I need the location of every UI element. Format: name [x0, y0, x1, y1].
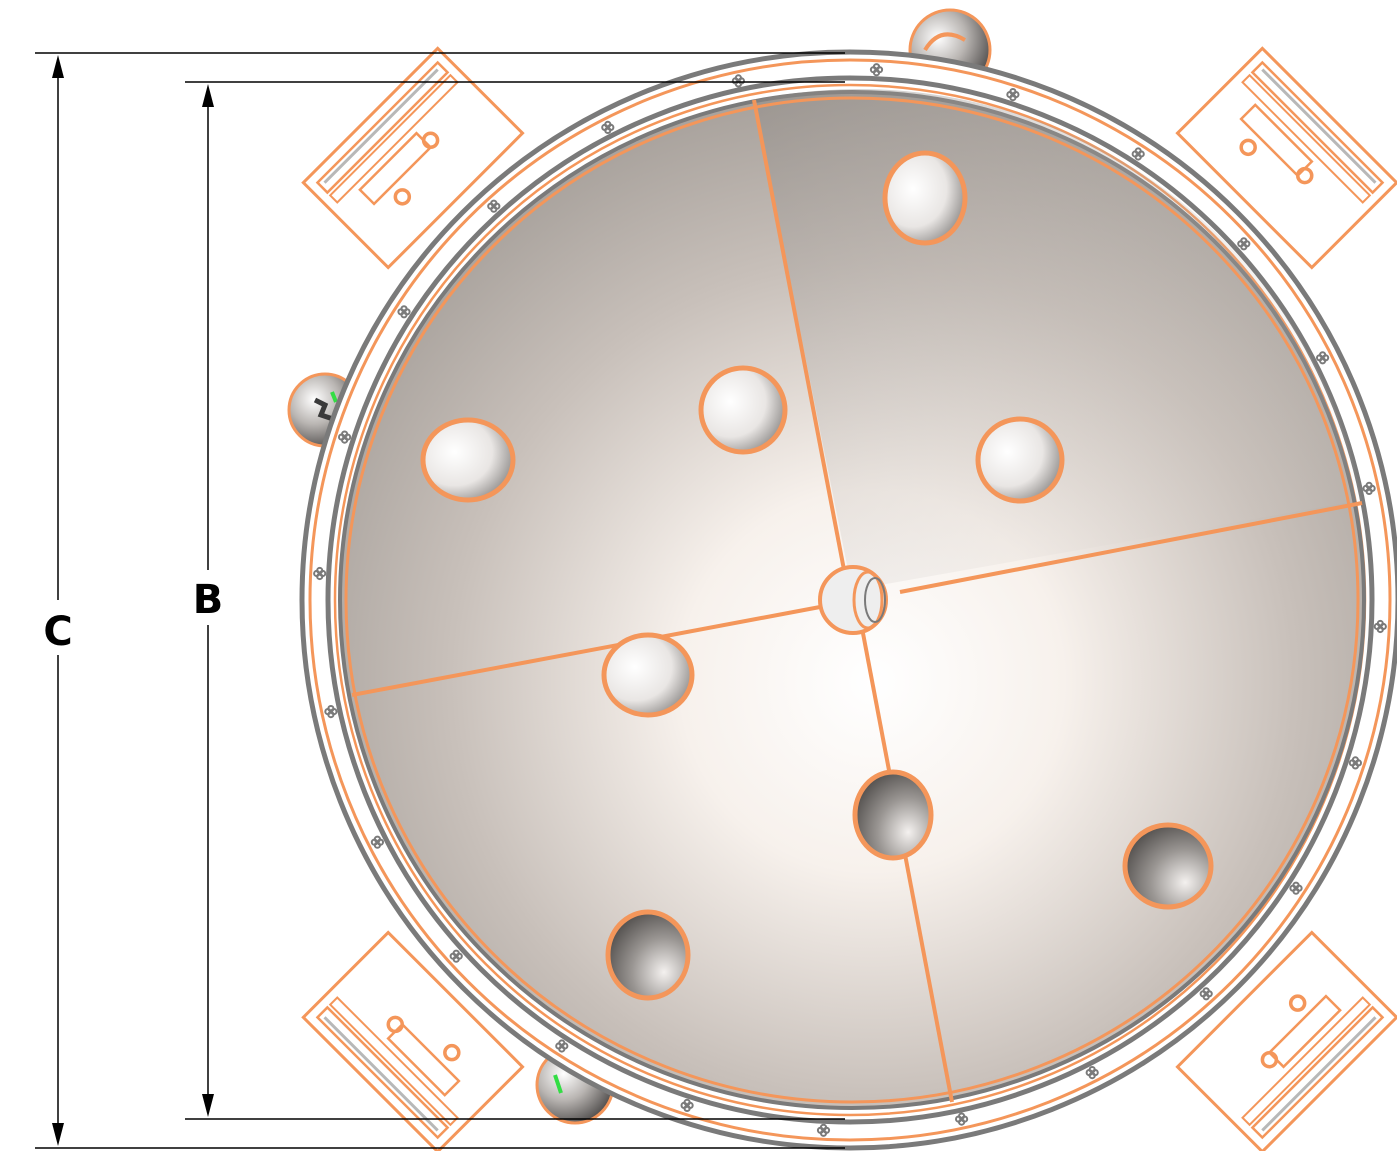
plate-seams — [351, 99, 1363, 1103]
dimension-c-label: C — [43, 609, 72, 655]
plate-hole — [1122, 822, 1214, 910]
plate-hole — [852, 769, 934, 861]
plate-hole — [601, 632, 695, 718]
plate-hole — [975, 416, 1065, 504]
dimension-b — [185, 81, 845, 1120]
plate-hole — [882, 150, 968, 246]
dimension-b-label: B — [193, 577, 224, 623]
plate-hole — [420, 417, 516, 503]
center-hub — [818, 565, 888, 635]
plate-hole — [698, 365, 788, 455]
plate-hole — [605, 909, 691, 1001]
dimension-c — [35, 52, 845, 1149]
plate-holes — [420, 150, 1214, 1001]
